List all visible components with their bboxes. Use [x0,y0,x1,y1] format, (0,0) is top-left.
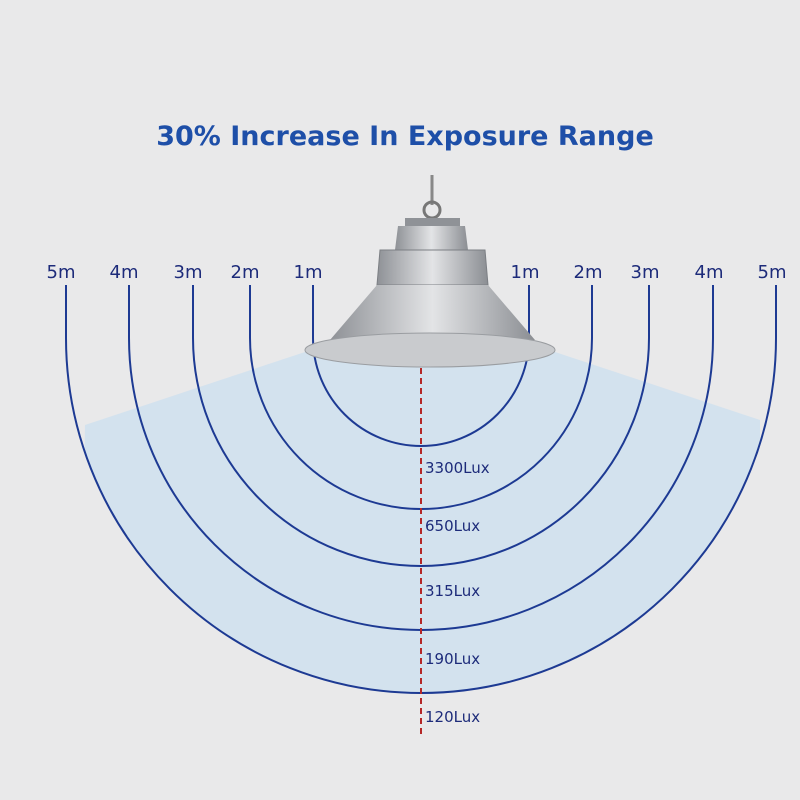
right-distance-label: 2m [574,262,603,283]
lamp [304,175,556,368]
lux-label: 120Lux [425,708,480,726]
left-distance-label: 5m [47,262,76,283]
left-distance-label: 1m [294,262,323,283]
left-distance-label: 4m [110,262,139,283]
ring-arc [192,285,650,567]
left-distance-label: 3m [174,262,203,283]
right-distance-label: 1m [511,262,540,283]
right-distance-label: 3m [631,262,660,283]
title: 30% Increase In Exposure Range [156,121,654,152]
left-distance-label: 2m [231,262,260,283]
lux-label: 315Lux [425,582,480,600]
right-distance-label: 4m [695,262,724,283]
lux-label: 650Lux [425,517,480,535]
lux-label: 3300Lux [425,459,490,477]
right-distance-label: 5m [758,262,787,283]
lux-label: 190Lux [425,650,480,668]
ring-arc [312,285,530,447]
